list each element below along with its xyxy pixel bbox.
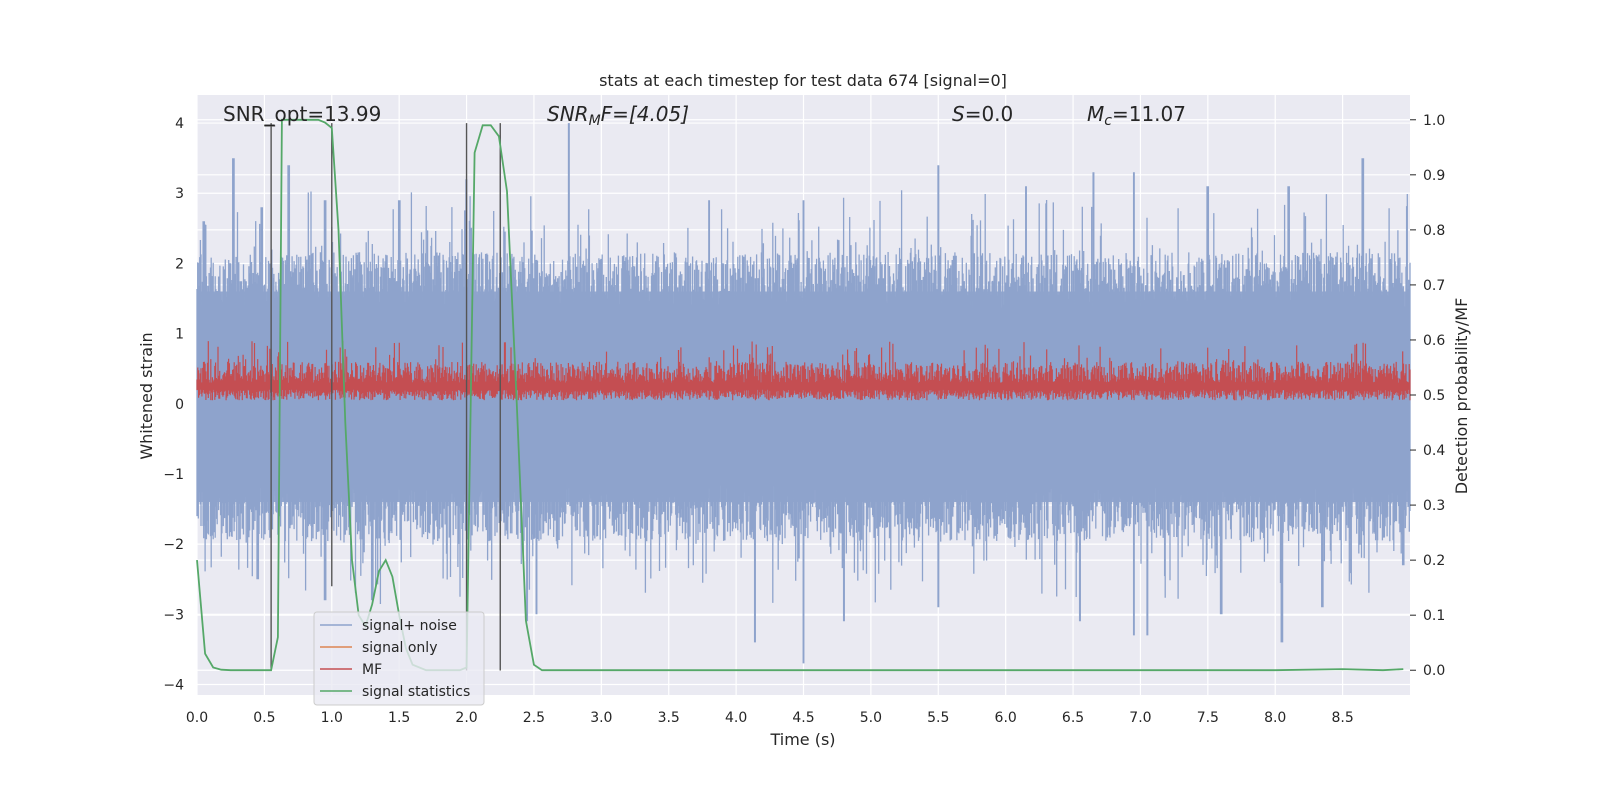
left-y-tick-label: −2 [163, 537, 184, 553]
x-tick-label: 4.0 [725, 710, 747, 726]
x-tick-label: 4.5 [792, 710, 814, 726]
left-y-tick-label: −4 [163, 677, 184, 693]
mc-annotation: Mc=11.07 [1087, 102, 1186, 129]
x-tick-label: 2.0 [455, 710, 477, 726]
legend-box [313, 611, 485, 706]
snr-mf-subscript: M [589, 113, 601, 129]
x-tick-label: 1.0 [321, 710, 343, 726]
s-annotation: S=0.0 [952, 102, 1013, 126]
x-tick-label: 8.0 [1264, 710, 1286, 726]
mc-name: M [1087, 102, 1104, 126]
legend-label-mf: MF [362, 662, 382, 678]
right-y-tick-label: 0.8 [1423, 223, 1445, 239]
right-y-tick-label: 0.1 [1423, 608, 1445, 624]
left-y-axis-label: Whitened strain [137, 332, 156, 459]
legend-label-signal-noise: signal+ noise [362, 618, 457, 634]
right-y-axis-label: Detection probability/MF [1452, 298, 1471, 495]
x-tick-label: 0.0 [186, 710, 208, 726]
snr-mf-value: F=[4.05] [601, 102, 689, 126]
x-tick-label: 6.0 [995, 710, 1017, 726]
s-value: =0.0 [965, 102, 1014, 126]
left-y-tick-label: 1 [175, 327, 184, 343]
x-tick-label: 0.5 [253, 710, 275, 726]
legend-label-signal-statistics: signal statistics [362, 684, 470, 700]
left-y-axis-ticks: −4 −3 −2 −1 0 1 2 3 4 [163, 116, 184, 693]
snr-opt-annotation: SNR_opt=13.99 [223, 102, 381, 126]
right-y-tick-label: 0.3 [1423, 498, 1445, 514]
right-y-tick-label: 0.9 [1423, 168, 1445, 184]
x-tick-label: 5.5 [927, 710, 949, 726]
left-y-tick-label: 0 [175, 397, 184, 413]
x-tick-label: 3.5 [658, 710, 680, 726]
legend: signal+ noise signal only MF signal stat… [313, 611, 485, 706]
x-tick-label: 6.5 [1062, 710, 1084, 726]
x-axis-ticks: 0.0 0.5 1.0 1.5 2.0 2.5 3.0 3.5 4.0 4.5 5.0 5.5 6.0 6… [186, 710, 1354, 726]
snr-mf-annotation: SNRMF=[4.05] [547, 102, 689, 129]
right-y-tick-label: 0.5 [1423, 388, 1445, 404]
left-y-tick-label: 2 [175, 256, 184, 272]
vertical-markers [264, 123, 501, 671]
annotations: SNR_opt=13.99 SNRMF=[4.05] S=0.0 Mc=11.0… [223, 102, 1186, 129]
left-y-tick-label: 3 [175, 186, 184, 202]
left-y-tick-label: −1 [163, 467, 184, 483]
x-tick-label: 3.0 [590, 710, 612, 726]
x-tick-label: 5.0 [860, 710, 882, 726]
x-tick-label: 2.5 [523, 710, 545, 726]
plot-area [196, 95, 1411, 695]
left-y-tick-label: −3 [163, 607, 184, 623]
x-tick-label: 8.5 [1331, 710, 1353, 726]
mc-value: =11.07 [1112, 102, 1186, 126]
right-y-tick-label: 0.6 [1423, 333, 1445, 349]
right-y-tick-label: 0.2 [1423, 553, 1445, 569]
right-y-axis-ticks: 0.0 0.1 0.2 0.3 0.4 0.5 0.6 0.7 0.8 0.9 1.0 [1410, 113, 1445, 679]
right-y-tick-label: 1.0 [1423, 113, 1445, 129]
right-y-tick-label: 0.7 [1423, 278, 1445, 294]
x-tick-label: 7.0 [1129, 710, 1151, 726]
legend-label-signal-only: signal only [362, 640, 437, 656]
s-name: S [952, 102, 965, 126]
x-tick-label: 7.5 [1197, 710, 1219, 726]
x-axis-label: Time (s) [769, 730, 835, 749]
right-y-tick-label: 0.4 [1423, 443, 1445, 459]
x-tick-label: 1.5 [388, 710, 410, 726]
right-y-tick-label: 0.0 [1423, 663, 1445, 679]
snr-mf-name: SNR [547, 102, 589, 126]
chart-title: stats at each timestep for test data 674… [599, 71, 1007, 90]
left-y-tick-label: 4 [175, 116, 184, 132]
mc-subscript: c [1104, 113, 1112, 129]
